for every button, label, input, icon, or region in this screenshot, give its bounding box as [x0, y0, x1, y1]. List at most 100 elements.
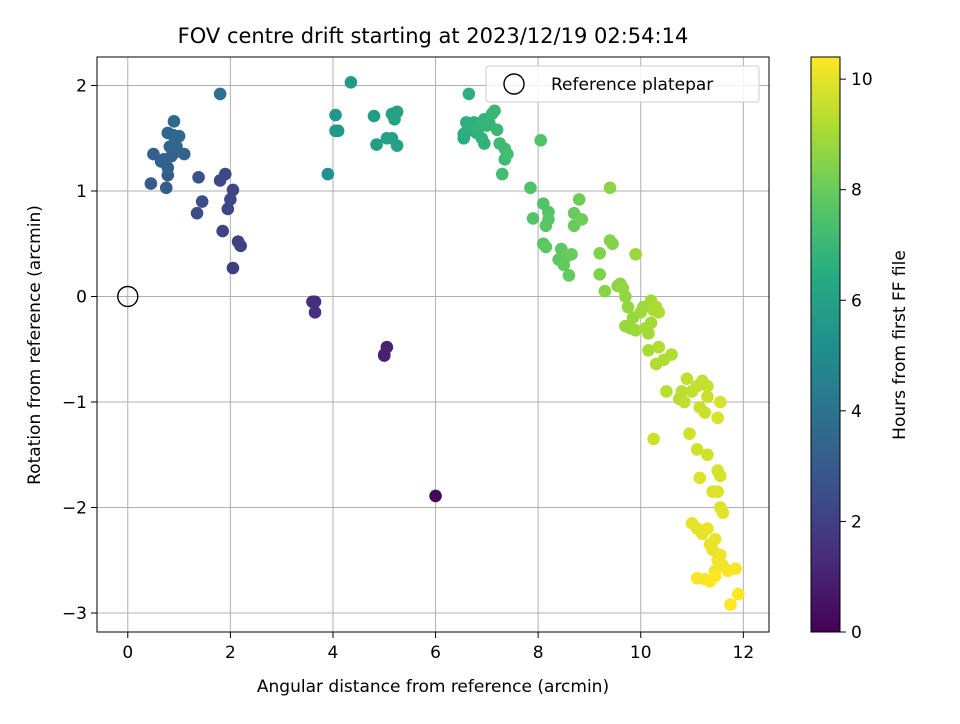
y-tick-label: −3 [62, 604, 87, 624]
data-point [675, 385, 689, 398]
data-point [308, 306, 322, 319]
data-point [729, 562, 742, 575]
data-point [690, 443, 704, 456]
plot-frame [96, 56, 770, 633]
data-point [701, 379, 714, 393]
data-point [167, 115, 181, 128]
data-point [708, 569, 722, 583]
data-point [678, 395, 691, 409]
data-point [565, 247, 578, 261]
data-point [306, 295, 319, 309]
data-point [539, 219, 553, 233]
data-point [652, 340, 666, 354]
data-point [147, 147, 160, 161]
data-point [226, 183, 240, 197]
data-point [495, 167, 509, 181]
legend-box [485, 65, 760, 103]
x-axis: 0 2 4 6 8 10 12 [122, 632, 754, 663]
chart-title: FOV centre drift starting at 2023/12/19 … [178, 24, 689, 48]
x-tick-label: 12 [733, 643, 755, 663]
data-point [177, 147, 191, 161]
data-point [462, 87, 476, 101]
data-point [321, 167, 335, 181]
data-point [701, 448, 714, 462]
colorbar-tick-label: 0 [851, 623, 862, 643]
colorbar: 0 2 4 6 8 10 Hours from first FF file [810, 56, 910, 643]
data-point [693, 471, 707, 485]
data-point [647, 432, 660, 446]
data-point [539, 240, 553, 254]
x-tick-label: 0 [122, 643, 133, 663]
data-point [526, 212, 540, 225]
data-point [144, 177, 158, 190]
data-points [144, 76, 745, 611]
data-point [390, 139, 404, 152]
reference-point-marker [117, 285, 139, 308]
data-point [562, 269, 576, 282]
data-point [344, 76, 358, 89]
x-tick-label: 8 [533, 643, 544, 663]
data-point [367, 109, 381, 123]
data-point [224, 193, 237, 206]
data-point [680, 372, 694, 386]
x-tick-label: 10 [630, 643, 652, 663]
data-point [490, 123, 504, 137]
colorbar-gradient [810, 56, 841, 633]
data-point [477, 137, 491, 150]
x-tick-label: 6 [430, 643, 441, 663]
data-point [572, 193, 586, 206]
grid-lines [97, 57, 769, 632]
y-tick-label: −1 [62, 393, 87, 413]
data-point [370, 138, 383, 151]
data-point [642, 327, 655, 340]
data-point [213, 174, 227, 187]
colorbar-tick-label: 6 [851, 291, 862, 311]
data-point [711, 411, 725, 425]
colorbar-label: Hours from first FF file [890, 250, 910, 440]
data-point [683, 427, 696, 440]
data-point [701, 522, 714, 535]
data-point [329, 108, 342, 122]
data-point [488, 104, 501, 118]
data-point [603, 181, 617, 195]
legend-reference-marker [503, 73, 525, 95]
data-point [213, 87, 227, 101]
data-point [660, 385, 673, 398]
data-point [698, 406, 712, 419]
y-tick-label: 0 [76, 287, 87, 307]
data-point [606, 237, 619, 251]
colorbar-tick-label: 4 [851, 402, 862, 422]
data-point [159, 181, 173, 195]
data-point [234, 239, 247, 253]
data-point [701, 390, 714, 404]
data-point [708, 532, 722, 546]
data-point [575, 213, 589, 226]
legend-entry-label: Reference platepar [551, 75, 713, 95]
y-tick-label: 2 [76, 76, 87, 96]
legend: Reference platepar [485, 65, 760, 103]
colorbar-tick-label: 8 [851, 181, 862, 201]
y-axis-label: Rotation from reference (arcmin) [25, 205, 45, 485]
data-point [598, 284, 612, 298]
data-point [629, 323, 642, 337]
data-point [713, 469, 727, 483]
data-point [621, 300, 635, 314]
reference-marker [117, 285, 139, 308]
data-point [644, 316, 658, 330]
x-tick-label: 2 [225, 643, 236, 663]
data-point [192, 170, 205, 184]
data-point [429, 489, 442, 503]
data-point [716, 506, 730, 520]
data-point [649, 300, 663, 314]
colorbar-ticks: 0 2 4 6 8 10 [840, 70, 873, 643]
data-point [221, 202, 235, 216]
data-point [665, 348, 678, 361]
colorbar-tick-label: 2 [851, 512, 862, 532]
data-point [331, 124, 345, 138]
data-point [195, 195, 209, 208]
data-point [593, 268, 607, 281]
data-point [619, 290, 632, 303]
colorbar-tick-label: 10 [851, 70, 873, 90]
data-point [190, 206, 204, 220]
y-tick-label: 1 [76, 182, 87, 202]
